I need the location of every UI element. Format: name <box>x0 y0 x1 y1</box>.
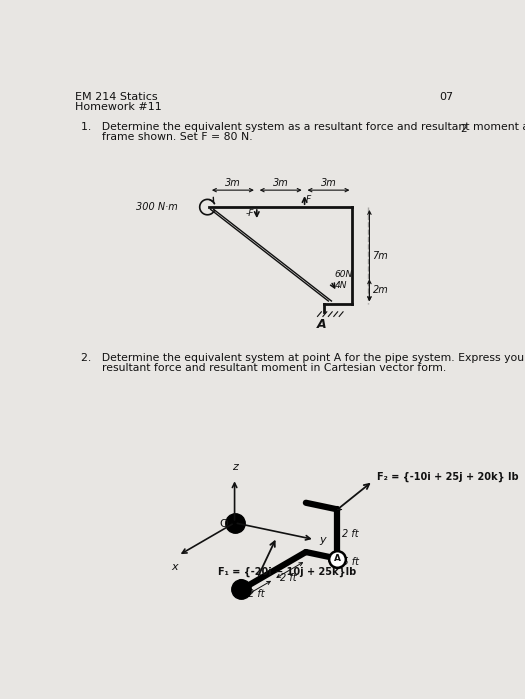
Text: O: O <box>219 519 228 529</box>
Text: 3m: 3m <box>321 178 337 188</box>
Text: F₁ = {-20i − 10j + 25k}lb: F₁ = {-20i − 10j + 25k}lb <box>217 566 356 577</box>
Text: Homework #11: Homework #11 <box>75 102 162 113</box>
Text: 2 ft: 2 ft <box>248 589 264 599</box>
Text: 3m: 3m <box>273 178 289 188</box>
Text: 7m: 7m <box>373 250 388 261</box>
Text: 2 ft: 2 ft <box>280 573 297 583</box>
Text: 2m: 2m <box>373 285 388 295</box>
Text: A: A <box>334 554 341 563</box>
Text: 2.   Determine the equivalent system at point A for the pipe system. Express you: 2. Determine the equivalent system at po… <box>81 354 525 363</box>
Text: 1.5 ft: 1.5 ft <box>333 556 359 566</box>
Text: resultant force and resultant moment in Cartesian vector form.: resultant force and resultant moment in … <box>81 363 446 373</box>
Text: 300 N·m: 300 N·m <box>136 202 178 212</box>
Text: y: y <box>319 535 326 545</box>
Text: 2 ft: 2 ft <box>342 529 359 539</box>
Text: EM 214 Statics: EM 214 Statics <box>75 92 158 101</box>
Text: -F: -F <box>246 209 255 218</box>
Text: 1.   Determine the equivalent system as a resultant force and resultant moment a: 1. Determine the equivalent system as a … <box>81 122 525 132</box>
Text: F: F <box>306 195 311 204</box>
Text: x: x <box>172 562 179 572</box>
Text: z: z <box>232 462 237 473</box>
Text: 3m: 3m <box>225 178 241 188</box>
Text: frame shown. Set F = 80 N.: frame shown. Set F = 80 N. <box>81 132 253 143</box>
Text: 07: 07 <box>439 92 453 101</box>
Text: A: A <box>317 318 326 331</box>
Text: F₂ = {-10i + 25j + 20k} lb: F₂ = {-10i + 25j + 20k} lb <box>377 472 519 482</box>
Text: 60N: 60N <box>334 270 353 279</box>
Text: 2: 2 <box>460 124 467 134</box>
Text: 4N: 4N <box>334 281 347 290</box>
